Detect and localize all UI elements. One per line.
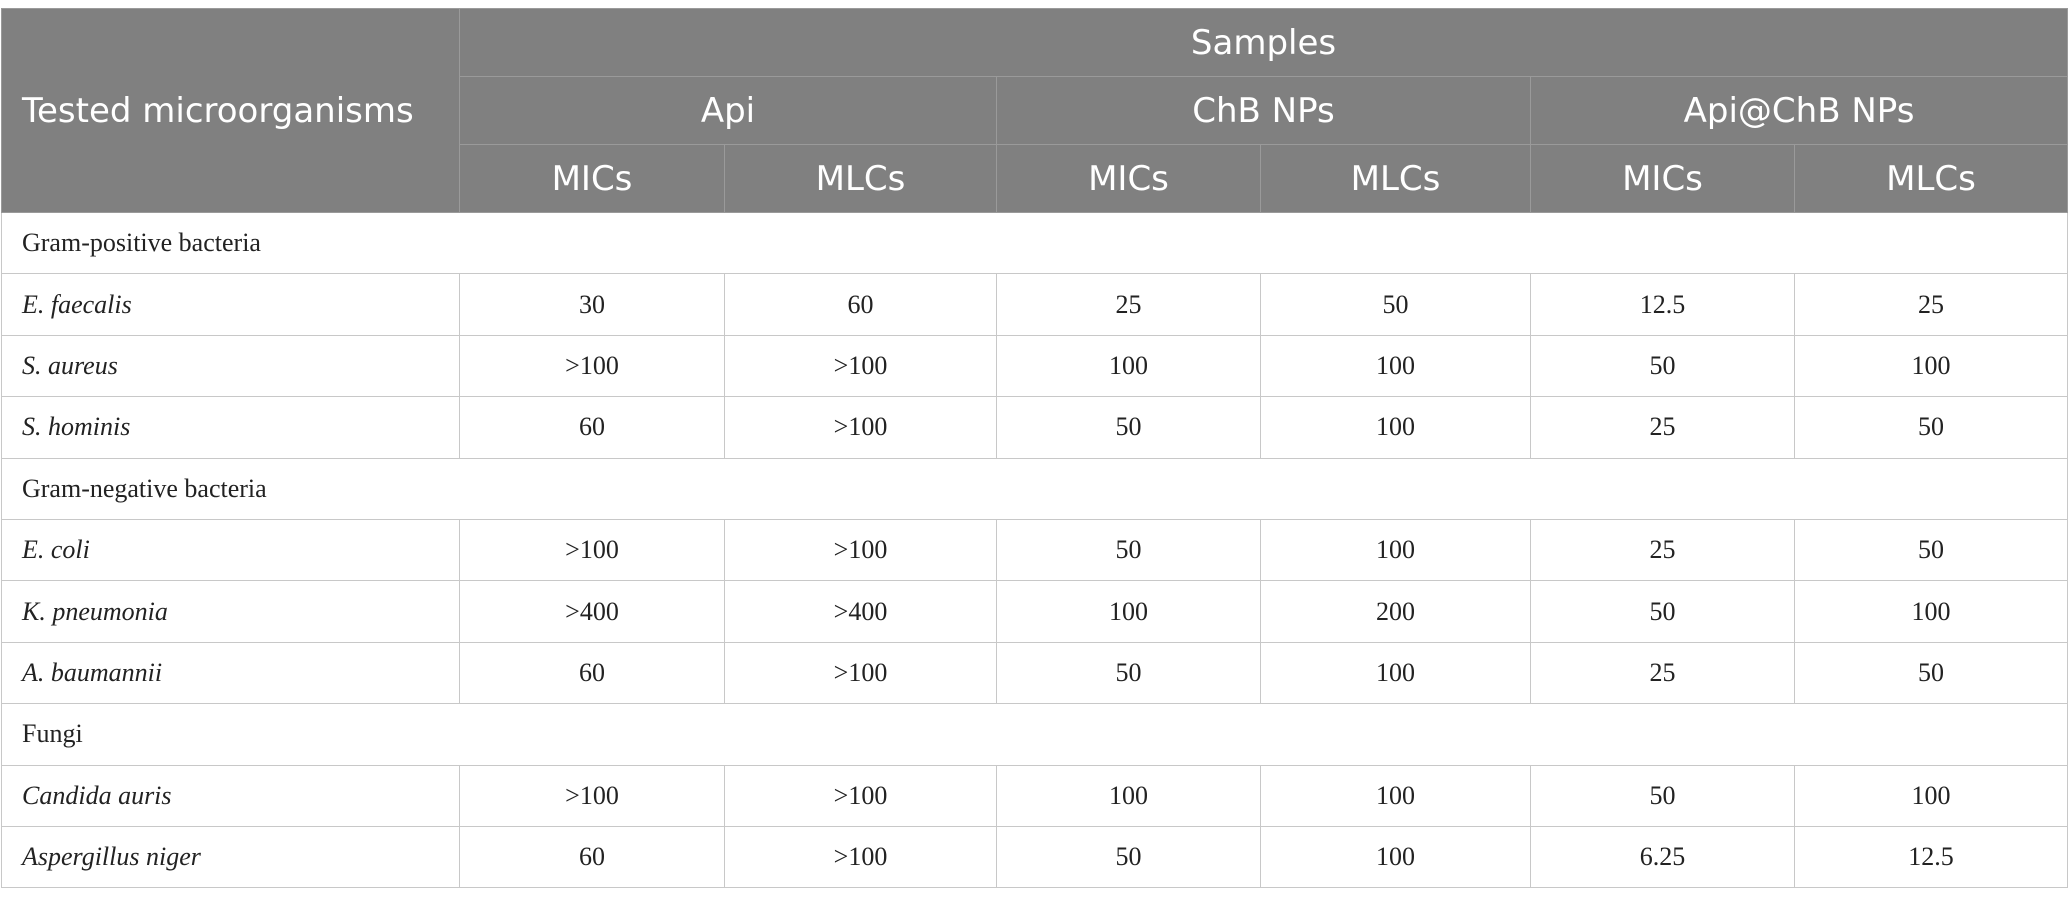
table-cell: 12.5 (1530, 273, 1795, 336)
organism-name: S. hominis (1, 396, 460, 459)
table-cell: 25 (1793, 273, 2068, 336)
samples-header: Samples (458, 8, 2068, 77)
sub-header-mlcs: MLCs (724, 144, 997, 213)
table-cell: 100 (1793, 334, 2068, 398)
table-cell: 100 (1793, 764, 2068, 827)
table-cell: 100 (996, 580, 1261, 643)
table-row: E. coli >100 >100 50 100 25 50 (1, 518, 2068, 582)
table-cell: 100 (1260, 764, 1531, 827)
header-row-groups: Api ChB NPs Api@ChB NPs (2, 76, 2068, 145)
table-cell: 100 (1793, 580, 2068, 643)
table-cell: >100 (724, 518, 997, 582)
organism-name: S. aureus (1, 334, 460, 398)
table-cell: 50 (996, 396, 1261, 459)
table-cell: 50 (1793, 641, 2068, 705)
sub-header-mlcs: MLCs (1793, 144, 2068, 213)
organism-name: Aspergillus niger (1, 825, 460, 889)
table-row: E. faecalis 30 60 25 50 12.5 25 (1, 273, 2068, 336)
organism-name: Candida auris (1, 764, 460, 827)
table-cell: >100 (724, 396, 997, 459)
table-cell: 50 (1260, 273, 1531, 336)
sub-header-mics: MICs (459, 144, 725, 213)
group-header-api: Api (459, 76, 997, 145)
sub-header-mics: MICs (996, 144, 1261, 213)
header-row-sub: MICs MLCs MICs MLCs MICs MLCs (2, 144, 2068, 213)
organism-name: K. pneumonia (1, 580, 460, 643)
section-title: Gram-negative bacteria (0, 457, 2068, 520)
table-cell: 50 (996, 518, 1261, 582)
table-cell: 50 (1530, 334, 1795, 398)
table-cell: 60 (459, 641, 725, 705)
table-cell: >100 (459, 764, 725, 827)
table-cell: 100 (1260, 825, 1531, 889)
sub-header-mics: MICs (1530, 144, 1795, 213)
group-header-chb-nps: ChB NPs (996, 76, 1531, 145)
table-cell: >100 (459, 334, 725, 398)
table-cell: >400 (459, 580, 725, 643)
table-cell: 50 (1530, 580, 1795, 643)
table-cell: >100 (724, 641, 997, 705)
sub-header-mlcs: MLCs (1260, 144, 1531, 213)
table-cell: 30 (459, 273, 725, 336)
tested-microorganisms-header: Tested microorganisms (1, 8, 460, 213)
table-cell: 100 (996, 334, 1261, 398)
table-body: Gram-positive bacteria E. faecalis 30 60… (0, 211, 2068, 889)
table-cell: 60 (459, 396, 725, 459)
table-row: A. baumannii 60 >100 50 100 25 50 (1, 641, 2068, 705)
table-cell: 100 (1260, 518, 1531, 582)
table-cell: >100 (459, 518, 725, 582)
table-cell: >100 (724, 825, 997, 889)
table-cell: 200 (1260, 580, 1531, 643)
table-cell: 50 (996, 641, 1261, 705)
table-container: Tested microorganisms Samples Api ChB NP… (0, 8, 2068, 889)
table-cell: >400 (724, 580, 997, 643)
table-cell: 25 (1530, 396, 1795, 459)
table-cell: 60 (459, 825, 725, 889)
table-row: Candida auris >100 >100 100 100 50 100 (1, 764, 2068, 827)
table-cell: 100 (1260, 334, 1531, 398)
table-row: Aspergillus niger 60 >100 50 100 6.25 12… (1, 825, 2068, 889)
table-cell: 50 (1793, 396, 2068, 459)
organism-name: E. coli (1, 518, 460, 582)
table-header: Tested microorganisms Samples Api ChB NP… (1, 8, 2068, 213)
table-cell: 100 (996, 764, 1261, 827)
table-row: S. aureus >100 >100 100 100 50 100 (1, 334, 2068, 398)
table-cell: 50 (1530, 764, 1795, 827)
table-cell: 100 (1260, 396, 1531, 459)
data-table: Tested microorganisms Samples Api ChB NP… (0, 8, 2068, 889)
table-row: S. hominis 60 >100 50 100 25 50 (1, 396, 2068, 459)
table-cell: 6.25 (1530, 825, 1795, 889)
section-title: Gram-positive bacteria (0, 211, 2068, 275)
table-row: K. pneumonia >400 >400 100 200 50 100 (1, 580, 2068, 643)
table-cell: 25 (1530, 518, 1795, 582)
section-row: Gram-negative bacteria (0, 457, 2068, 520)
organism-name: A. baumannii (1, 641, 460, 705)
table-cell: 50 (1793, 518, 2068, 582)
header-row-top: Tested microorganisms Samples (1, 8, 2068, 213)
section-title: Fungi (0, 703, 2068, 766)
table-cell: 12.5 (1793, 825, 2068, 889)
table-cell: >100 (724, 334, 997, 398)
group-header-api-chb-nps: Api@ChB NPs (1529, 76, 2068, 145)
table-cell: 25 (1530, 641, 1795, 705)
table-cell: 25 (996, 273, 1261, 336)
organism-name: E. faecalis (1, 273, 460, 336)
section-row: Gram-positive bacteria (0, 211, 2068, 275)
table-cell: 60 (724, 273, 997, 336)
section-row: Fungi (0, 703, 2068, 766)
table-cell: 50 (996, 825, 1261, 889)
table-cell: >100 (724, 764, 997, 827)
table-cell: 100 (1260, 641, 1531, 705)
